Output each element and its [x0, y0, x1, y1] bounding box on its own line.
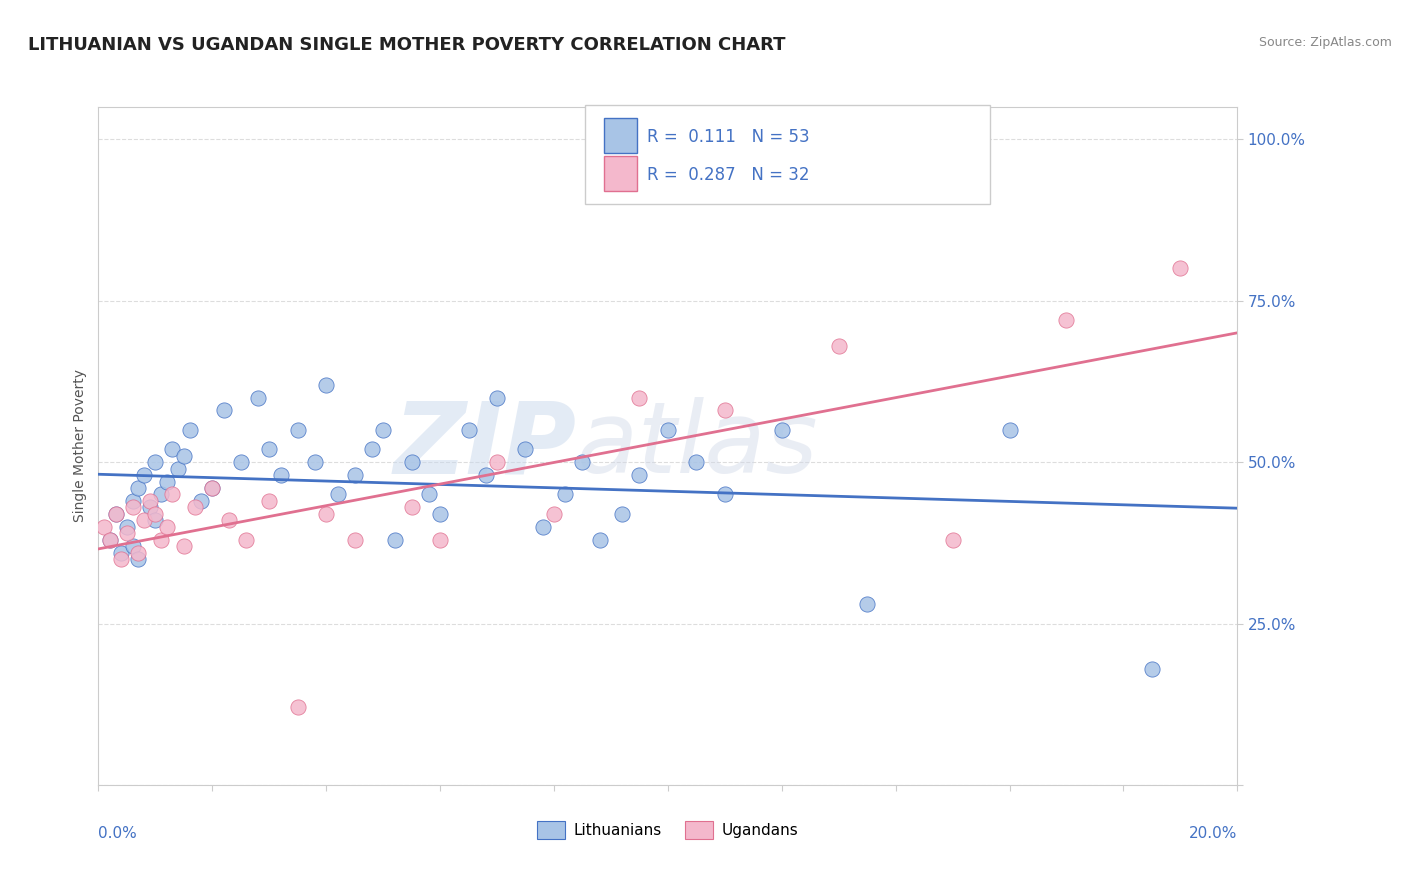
Point: [287, 700, 309, 714]
Point: [1170, 261, 1192, 276]
Point: [401, 500, 423, 515]
Point: [457, 423, 479, 437]
Text: 0.0%: 0.0%: [98, 826, 138, 840]
Text: R =  0.111   N = 53: R = 0.111 N = 53: [647, 128, 810, 146]
Legend: Lithuanians, Ugandans: Lithuanians, Ugandans: [531, 815, 804, 845]
Point: [304, 455, 326, 469]
Point: [315, 507, 337, 521]
Point: [132, 513, 155, 527]
Point: [121, 494, 143, 508]
Point: [127, 545, 149, 559]
Point: [554, 487, 576, 501]
Point: [110, 545, 132, 559]
Point: [184, 500, 207, 515]
Point: [246, 391, 269, 405]
Point: [401, 455, 423, 469]
Point: [315, 377, 337, 392]
Point: [229, 455, 252, 469]
Text: atlas: atlas: [576, 398, 818, 494]
Point: [856, 597, 879, 611]
Point: [145, 513, 167, 527]
Point: [685, 455, 707, 469]
Point: [657, 423, 679, 437]
Point: [343, 533, 366, 547]
Point: [486, 455, 509, 469]
Point: [179, 423, 201, 437]
Text: LITHUANIAN VS UGANDAN SINGLE MOTHER POVERTY CORRELATION CHART: LITHUANIAN VS UGANDAN SINGLE MOTHER POVE…: [28, 36, 786, 54]
Point: [127, 552, 149, 566]
Point: [259, 442, 281, 457]
Point: [173, 449, 195, 463]
Point: [127, 481, 149, 495]
Point: [418, 487, 440, 501]
Point: [98, 533, 121, 547]
Point: [373, 423, 395, 437]
Point: [486, 391, 509, 405]
Text: Source: ZipAtlas.com: Source: ZipAtlas.com: [1258, 36, 1392, 49]
Point: [212, 403, 235, 417]
Point: [218, 513, 240, 527]
Point: [162, 487, 184, 501]
Point: [145, 455, 167, 469]
Point: [714, 487, 737, 501]
Point: [173, 539, 195, 553]
Y-axis label: Single Mother Poverty: Single Mother Poverty: [73, 369, 87, 523]
Point: [145, 507, 167, 521]
Point: [714, 403, 737, 417]
Point: [942, 533, 965, 547]
Point: [770, 423, 793, 437]
Point: [190, 494, 212, 508]
Point: [588, 533, 610, 547]
Point: [156, 475, 179, 489]
Point: [115, 519, 138, 533]
Point: [543, 507, 565, 521]
Point: [138, 500, 160, 515]
Point: [98, 533, 121, 547]
Point: [628, 391, 651, 405]
Point: [235, 533, 257, 547]
Point: [429, 533, 451, 547]
Point: [162, 442, 184, 457]
Point: [998, 423, 1021, 437]
Point: [259, 494, 281, 508]
Point: [628, 468, 651, 483]
Point: [326, 487, 349, 501]
Point: [121, 539, 143, 553]
Text: ZIP: ZIP: [394, 398, 576, 494]
Point: [138, 494, 160, 508]
Point: [156, 519, 179, 533]
Point: [104, 507, 127, 521]
Point: [287, 423, 309, 437]
Point: [104, 507, 127, 521]
Point: [167, 461, 190, 475]
Point: [1140, 662, 1163, 676]
Point: [429, 507, 451, 521]
Point: [201, 481, 224, 495]
Point: [828, 339, 851, 353]
Point: [93, 519, 115, 533]
Point: [201, 481, 224, 495]
Point: [132, 468, 155, 483]
Point: [571, 455, 593, 469]
Point: [531, 519, 554, 533]
Point: [150, 487, 173, 501]
Point: [270, 468, 292, 483]
Point: [360, 442, 382, 457]
Point: [115, 526, 138, 541]
Point: [515, 442, 537, 457]
Point: [384, 533, 406, 547]
Point: [150, 533, 173, 547]
Point: [110, 552, 132, 566]
Point: [612, 507, 634, 521]
Point: [474, 468, 496, 483]
Text: 20.0%: 20.0%: [1189, 826, 1237, 840]
Point: [1056, 313, 1078, 327]
Point: [343, 468, 366, 483]
Text: R =  0.287   N = 32: R = 0.287 N = 32: [647, 166, 810, 185]
Point: [121, 500, 143, 515]
